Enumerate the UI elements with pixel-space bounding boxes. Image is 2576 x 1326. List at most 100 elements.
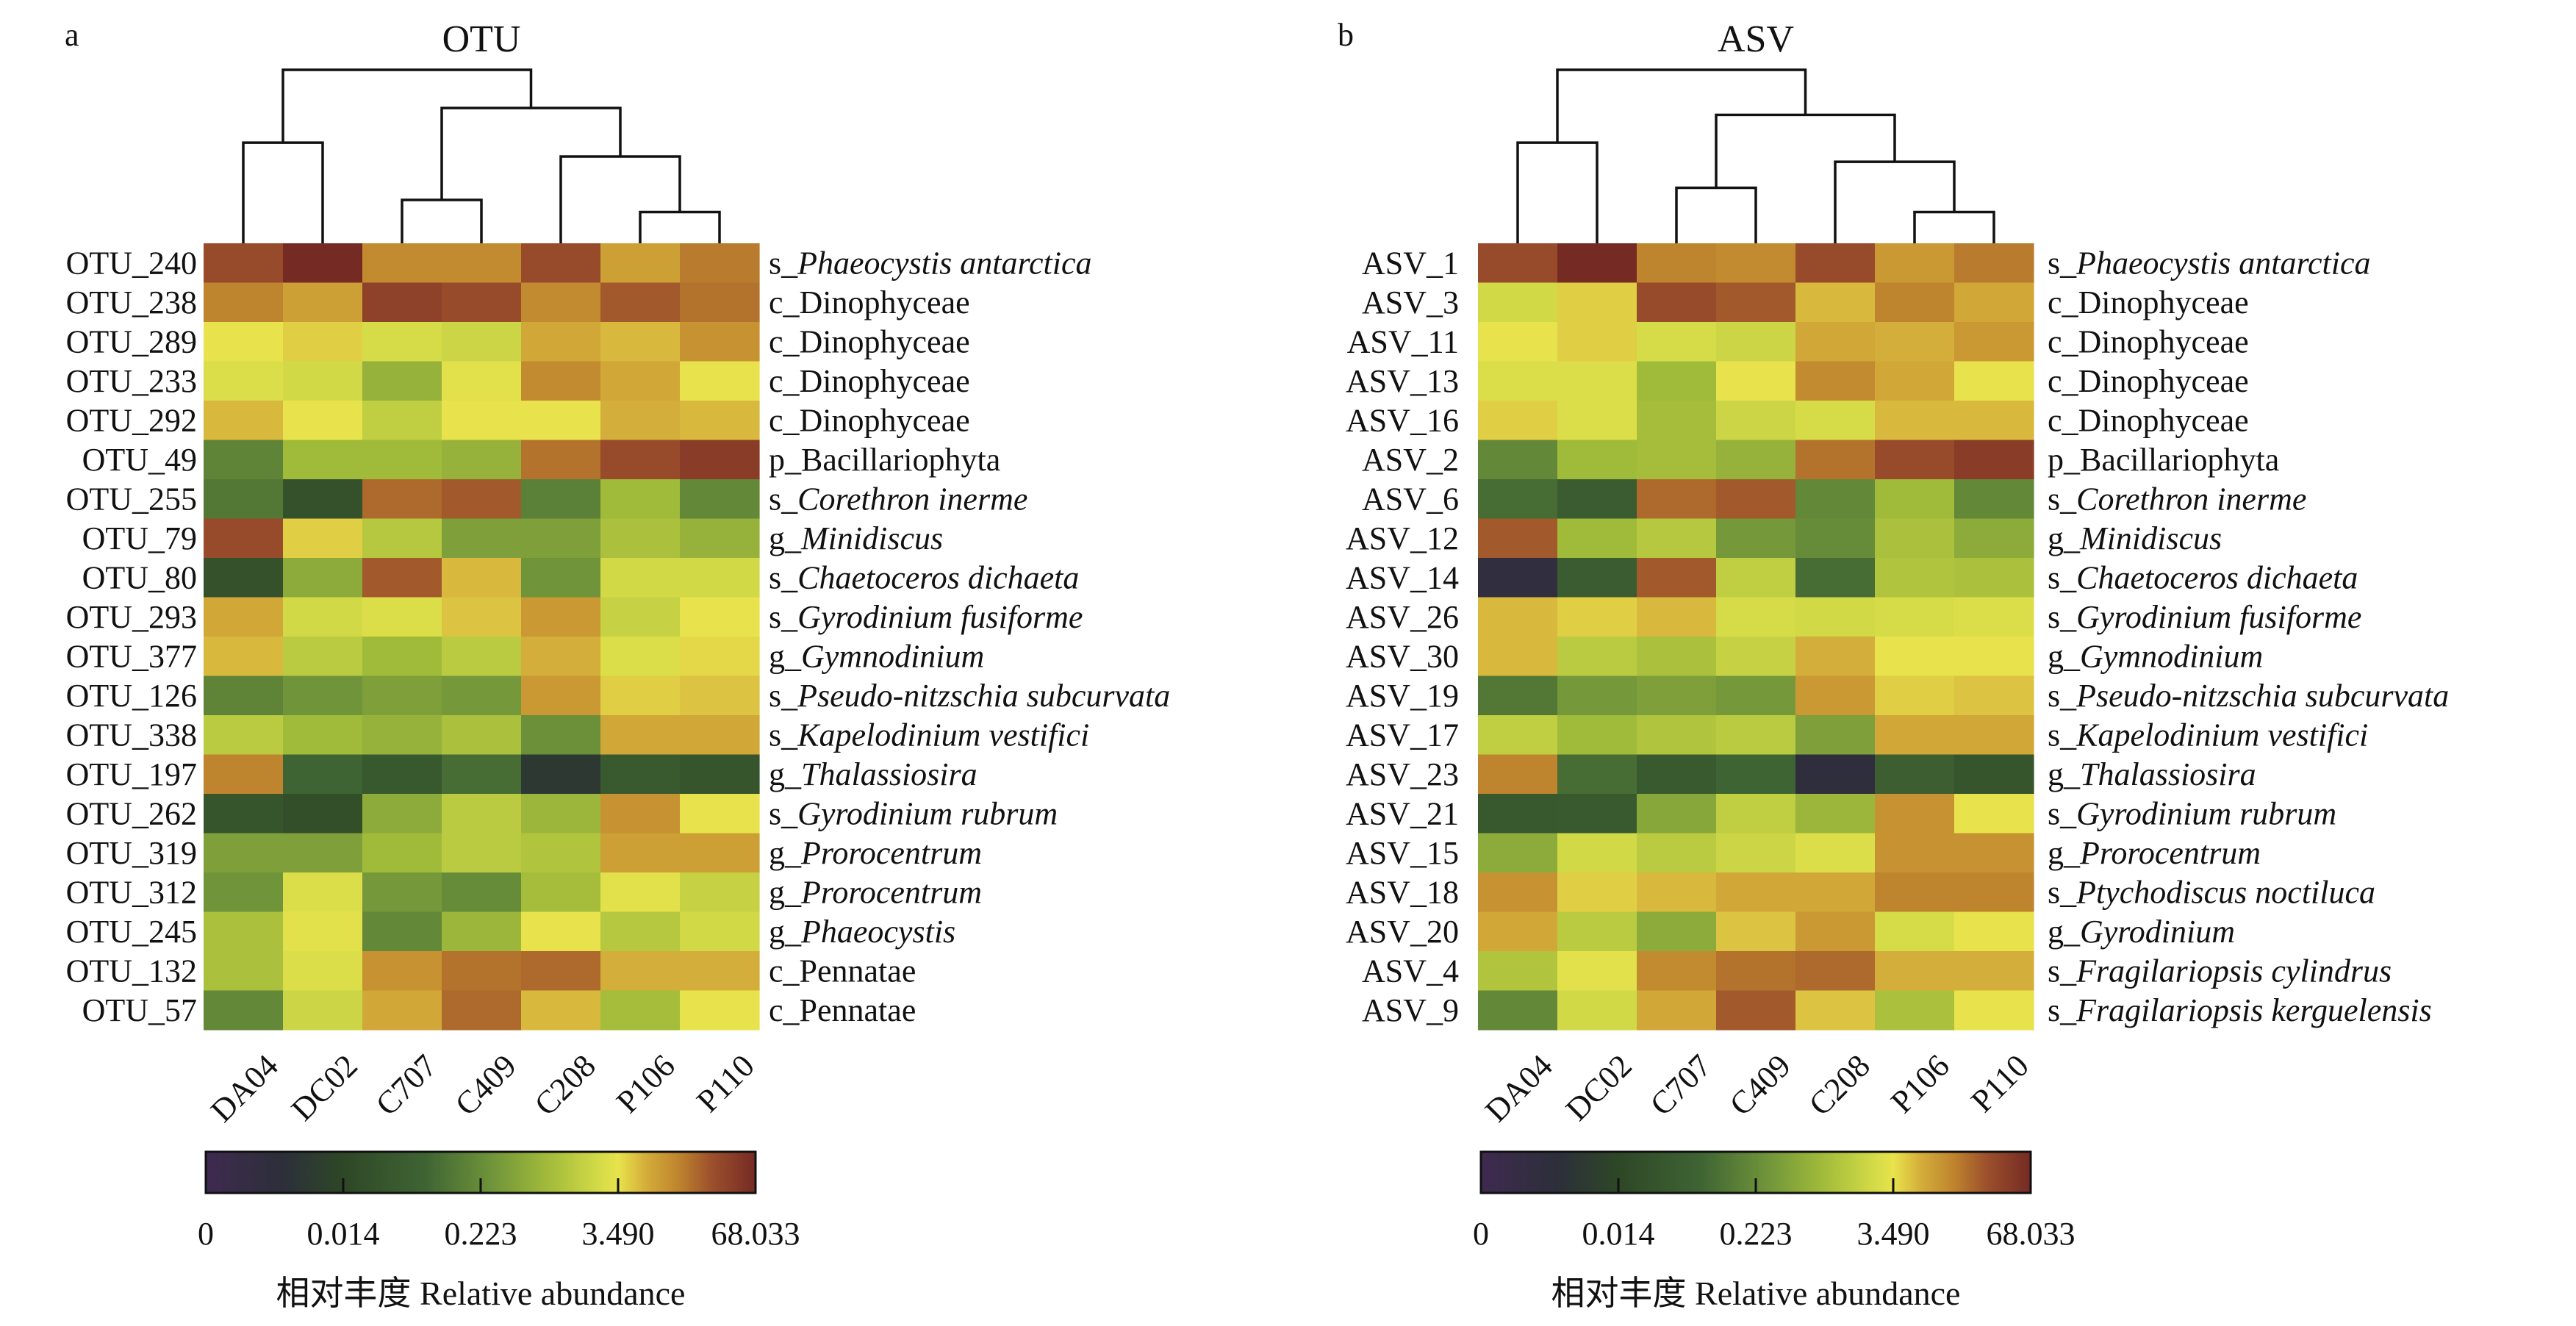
column-label: C208 (1802, 1047, 1877, 1122)
taxon-name: Thalassiosira (2080, 756, 2256, 792)
heatmap-cell (362, 322, 442, 362)
heatmap-cell (362, 243, 442, 284)
heatmap-cell (1637, 872, 1717, 913)
heatmap-cell (680, 401, 760, 441)
taxon-label: s_Phaeocystis antarctica (2048, 246, 2371, 282)
heatmap-cell (1716, 440, 1796, 480)
heatmap-cell (1637, 833, 1717, 873)
heatmap-cell (1954, 518, 2034, 559)
heatmap-cell (680, 833, 760, 873)
heatmap-cell (362, 558, 442, 598)
heatmap-cell (1557, 675, 1637, 716)
heatmap-cell (1557, 518, 1637, 559)
heatmap-cell (600, 282, 681, 323)
heatmap-cell (362, 440, 442, 480)
heatmap-cell (600, 990, 681, 1031)
taxon-rank: g_ (2048, 639, 2081, 675)
heatmap-cell (1875, 637, 1955, 677)
heatmap-cell (1557, 715, 1637, 756)
taxon-label: s_Kapelodinium vestifici (769, 717, 1089, 753)
heatmap-cell (1875, 872, 1955, 913)
taxon-rank: c_ (769, 403, 800, 439)
heatmap-cell (204, 675, 284, 716)
taxon-name: Chaetoceros dichaeta (797, 560, 1079, 596)
taxon-label: s_Gyrodinium rubrum (769, 796, 1058, 832)
heatmap-cell (1954, 282, 2034, 323)
taxon-name: Gyrodinium rubrum (2076, 796, 2336, 832)
taxon-rank: c_ (769, 992, 800, 1028)
column-label: P106 (609, 1047, 682, 1120)
heatmap-cell (204, 518, 284, 559)
heatmap-cell (1875, 518, 1955, 559)
heatmap-cell (1478, 322, 1558, 362)
heatmap-cell (442, 322, 522, 362)
heatmap-cell (204, 479, 284, 520)
heatmap-cell (521, 597, 601, 637)
heatmap-cell (600, 911, 681, 952)
heatmap-cell (1557, 951, 1637, 992)
heatmap-cell (1795, 282, 1876, 323)
colorbar: 0 0.014 0.223 3.490 68.033 相对丰度 Relative abun… (1473, 1150, 2075, 1312)
heatmap-cell (362, 833, 442, 873)
dendrogram-branch (1834, 160, 1956, 243)
heatmap-cell (442, 558, 522, 598)
taxon-label: g_Prorocentrum (769, 835, 982, 871)
taxon-rank: p_ (769, 442, 802, 478)
taxon-rank: s_ (769, 560, 798, 596)
heatmap-cell (442, 794, 522, 834)
heatmap-cell (1795, 558, 1876, 598)
taxon-rank: s_ (2048, 481, 2077, 517)
heatmap-cell (283, 637, 363, 677)
heatmap-cell (521, 833, 601, 873)
heatmap-cell (442, 440, 522, 480)
heatmap-cell (1557, 322, 1637, 362)
heatmap-cell (1478, 401, 1558, 441)
taxon-rank: s_ (769, 678, 798, 714)
heatmap-cell (1637, 243, 1717, 284)
dendrogram-branch (639, 210, 721, 243)
heatmap-cell (680, 479, 760, 520)
row-label: OTU_255 (66, 481, 197, 517)
column-label: DC02 (1559, 1047, 1639, 1128)
heatmap-cell (1875, 440, 1955, 480)
taxon-rank: g_ (2048, 835, 2081, 871)
taxon-label: s_Fragilariopsis cylindrus (2048, 953, 2392, 989)
taxon-label: g_Minidiscus (2048, 520, 2222, 556)
heatmap-cell (521, 911, 601, 952)
taxon-name: Dinophyceae (800, 403, 970, 439)
column-label: C707 (1643, 1047, 1718, 1122)
heatmap-cell (1716, 243, 1796, 284)
taxon-rank: s_ (2048, 953, 2077, 989)
heatmap-cell (442, 872, 522, 913)
heatmap-cell (204, 911, 284, 952)
row-label: OTU_132 (66, 953, 197, 989)
taxon-rank: s_ (769, 599, 798, 635)
heatmap-cell (1716, 872, 1796, 913)
heatmap-cell (283, 558, 363, 598)
heatmap-cell (521, 951, 601, 992)
heatmap-cell (1954, 951, 2034, 992)
row-label: OTU_262 (66, 796, 197, 832)
taxon-label: g_Thalassiosira (769, 756, 977, 792)
heatmap-cell (600, 951, 681, 992)
heatmap-cell (1478, 243, 1558, 284)
heatmap-cell (521, 243, 601, 284)
panel-title: OTU (442, 18, 521, 60)
row-label: ASV_18 (1346, 875, 1459, 911)
taxon-label: p_Bacillariophyta (2048, 442, 2279, 478)
heatmap-cell (204, 754, 284, 795)
heatmap-cell (680, 637, 760, 677)
taxon-rank: c_ (769, 953, 800, 989)
colorbar-tick-label: 68.033 (711, 1216, 800, 1252)
taxon-rank: g_ (769, 756, 802, 792)
row-label: OTU_289 (66, 324, 197, 360)
colorbar-tick-label: 3.490 (582, 1216, 655, 1252)
heatmap-cell (521, 675, 601, 716)
column-label: C707 (369, 1047, 444, 1122)
heatmap-cell (1954, 715, 2034, 756)
taxon-rank: s_ (2048, 599, 2077, 635)
heatmap-cell (521, 361, 601, 401)
taxon-rank: s_ (2048, 246, 2077, 282)
heatmap-cell (1557, 990, 1637, 1031)
heatmap-cell (283, 754, 363, 795)
